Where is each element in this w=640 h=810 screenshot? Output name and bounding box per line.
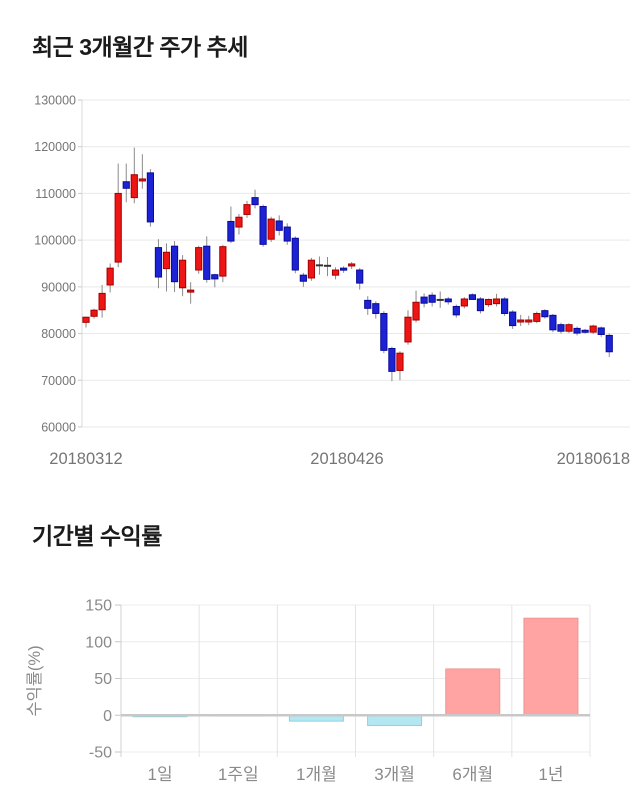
candle-down	[146, 172, 155, 223]
y-axis-label: 110000	[35, 187, 76, 201]
candle-down	[573, 327, 581, 334]
return-bar-negative	[367, 714, 423, 727]
x-axis-label: 20180312	[49, 450, 122, 468]
y-axis-label: 100000	[34, 234, 76, 248]
candle-up	[525, 319, 533, 323]
x-axis-label: 20180618	[557, 450, 630, 468]
x-axis-label: 20180426	[310, 450, 383, 468]
candle-down	[283, 226, 291, 242]
candle-up	[162, 251, 171, 270]
candle-down	[549, 314, 557, 331]
candle-down	[154, 247, 163, 278]
candle-down	[581, 329, 589, 333]
x-category-label: 1일	[148, 765, 173, 784]
candle-up	[90, 309, 98, 317]
candle-down	[476, 298, 485, 312]
candle-up	[179, 259, 187, 289]
candle-down	[340, 267, 348, 271]
y-axis-label: 80000	[41, 327, 76, 341]
candle-down	[380, 312, 388, 351]
candle-down	[388, 347, 396, 372]
candle-up	[484, 298, 493, 306]
x-category-label: 6개월	[452, 765, 493, 784]
candle-up	[533, 312, 541, 322]
candle-down	[122, 181, 130, 189]
y-axis-label: 90000	[41, 280, 76, 294]
y-axis-title: 수익률(%)	[25, 645, 44, 716]
candle-down	[211, 274, 219, 280]
x-category-label: 1년	[538, 765, 563, 784]
candle-down	[203, 245, 211, 280]
y-axis-label: 150	[85, 598, 112, 615]
candle-up	[412, 301, 420, 321]
candle-up	[98, 292, 106, 311]
returns-chart-title: 기간별 수익률	[32, 523, 162, 549]
candle-up	[460, 298, 468, 307]
candle-up	[82, 316, 90, 323]
candle-up	[106, 267, 114, 286]
candle-down	[372, 303, 380, 314]
candle-up	[187, 289, 195, 293]
returns-bar-chart: 150 100 50 0 -50 1일 1주일 1개월 3개월 6개월 1년 수익률(%)	[25, 598, 591, 784]
y-axis-label: 130000	[34, 94, 76, 108]
candle-up	[138, 178, 146, 182]
y-axis-label: 120000	[34, 140, 76, 154]
x-category-label: 1주일	[218, 765, 259, 784]
candle-down	[597, 327, 605, 335]
candle-up	[331, 269, 340, 276]
candle-down	[501, 298, 509, 314]
y-axis-label: -50	[89, 745, 112, 762]
candle-down	[291, 237, 299, 271]
candle-up	[396, 352, 404, 371]
candle-up	[219, 246, 227, 277]
candle-down	[428, 294, 436, 303]
candle-down	[444, 298, 452, 303]
candle-down	[227, 220, 235, 242]
x-category-label: 3개월	[374, 765, 415, 784]
y-axis-label: 0	[103, 708, 112, 725]
candle-down	[468, 294, 476, 300]
candle-down	[275, 220, 283, 231]
candle-down	[251, 197, 259, 206]
return-bar-positive	[445, 668, 501, 716]
candle-down	[420, 296, 428, 304]
x-category-label: 1개월	[296, 765, 337, 784]
candle-down	[541, 310, 549, 318]
candle-up	[235, 216, 243, 228]
candle-up	[517, 319, 525, 323]
y-axis-label: 50	[94, 671, 112, 688]
candle-up	[130, 174, 138, 199]
return-bar-positive	[523, 617, 579, 716]
candle-up	[589, 325, 597, 333]
candle-up	[114, 192, 122, 263]
candle-up	[307, 259, 315, 279]
candle-down	[170, 245, 179, 283]
candle-down	[452, 305, 460, 316]
candle-up	[404, 316, 412, 343]
y-axis-label: 60000	[41, 420, 76, 434]
candle-down	[299, 274, 307, 282]
candle-up	[565, 324, 573, 332]
candle-down	[557, 324, 565, 332]
candle-up	[195, 247, 203, 271]
candle-down	[605, 334, 613, 353]
candle-down	[356, 269, 364, 284]
candle-down	[364, 299, 372, 309]
candle-down	[509, 311, 517, 327]
candle-up	[243, 204, 251, 215]
candle-down	[259, 205, 267, 245]
candle-up	[267, 218, 275, 240]
y-axis-label: 70000	[41, 374, 76, 388]
price-candlestick-chart: 130000 120000 110000 100000 90000 80000 70000 6…	[34, 94, 630, 468]
candle-up	[348, 263, 356, 267]
y-axis-label: 100	[85, 634, 112, 651]
candle-up	[492, 298, 501, 305]
price-chart-title: 최근 3개월간 주가 추세	[32, 34, 248, 60]
